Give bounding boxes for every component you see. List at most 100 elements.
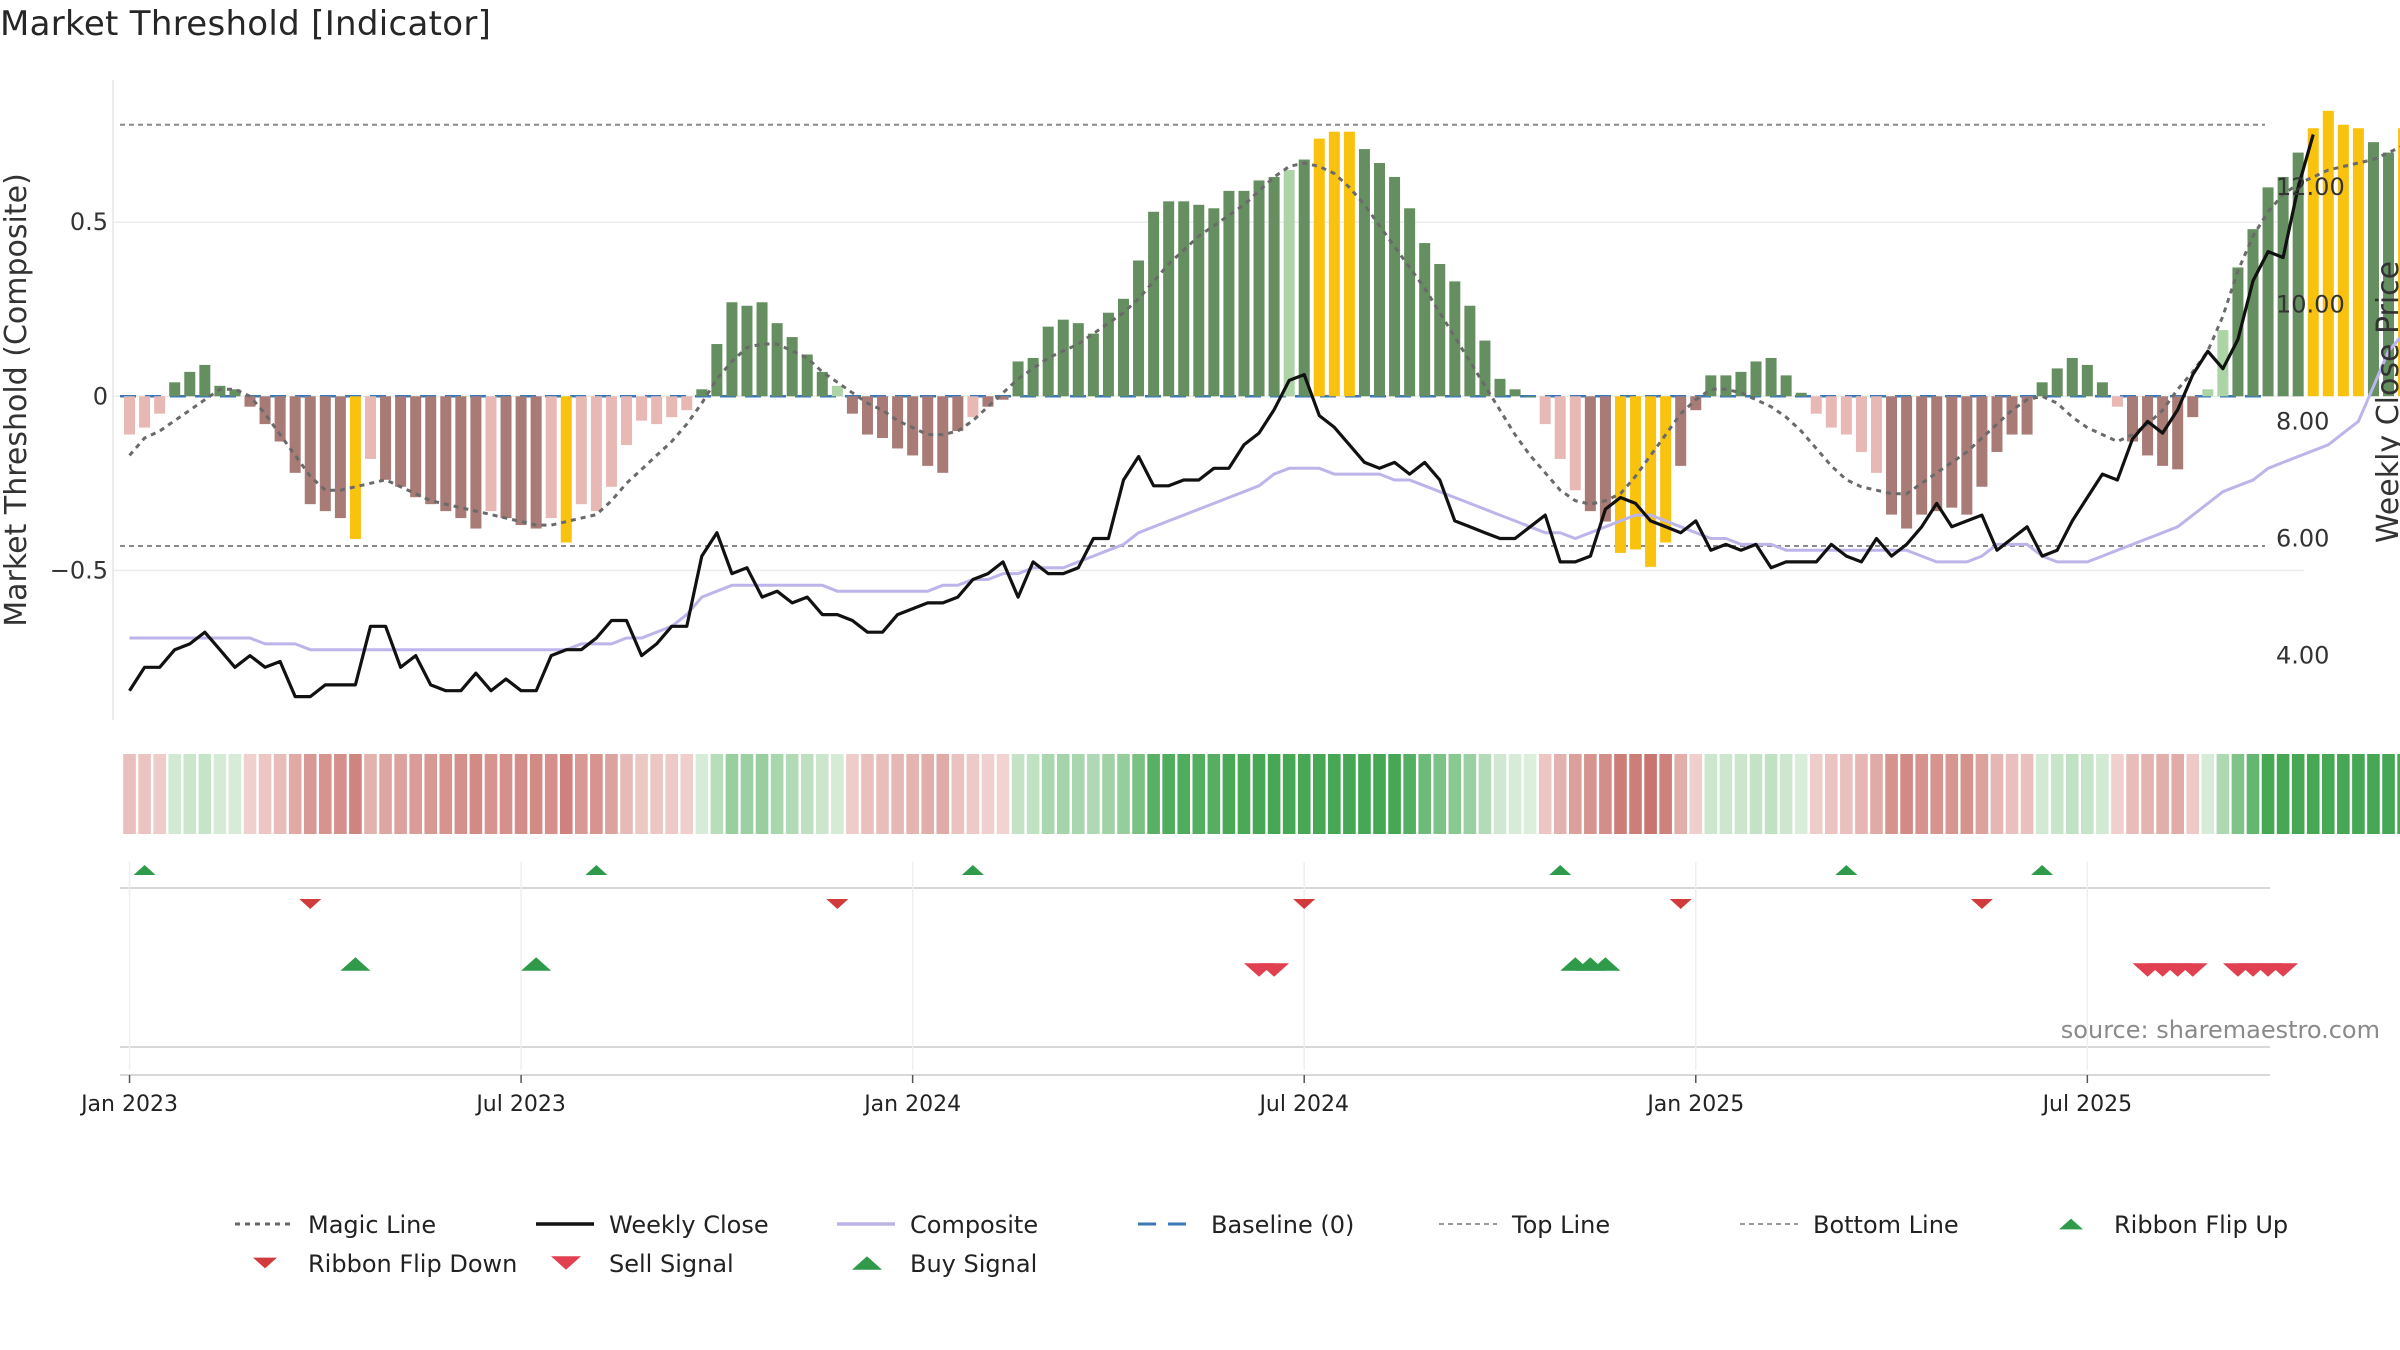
legend-label: Magic Line [308, 1211, 436, 1239]
ribbon-cell [2261, 754, 2275, 834]
left-tick-label: −0.5 [50, 556, 108, 584]
composite-bar [1404, 208, 1416, 397]
ribbon-cell [1553, 754, 1567, 834]
legend-label: Top Line [1511, 1211, 1610, 1239]
right-tick-label: 10.00 [2276, 290, 2345, 318]
x-tick-label: Jan 2024 [862, 1092, 961, 1117]
ribbon-cell [846, 754, 859, 834]
ribbon-flip-down-marker [1293, 899, 1316, 909]
composite-bar [1795, 392, 1807, 397]
legend-label: Weekly Close [609, 1211, 769, 1239]
ribbon-cell [1072, 754, 1085, 834]
right-axis-label: Weekly Close Price [2371, 261, 2400, 543]
x-tick-label: Jul 2025 [2041, 1092, 2133, 1117]
legend-label: Ribbon Flip Up [2114, 1211, 2288, 1239]
composite-bar [1690, 396, 1702, 411]
ribbon-cell [996, 754, 1010, 834]
composite-bar [380, 396, 392, 480]
ribbon-cell [1056, 754, 1070, 834]
composite-bar [2367, 142, 2379, 397]
composite-bar [304, 396, 316, 505]
composite-bar [1313, 138, 1325, 397]
composite-bar [1223, 190, 1235, 397]
ribbon-cell [1870, 754, 1883, 834]
composite-bar [1494, 378, 1506, 397]
legend: Magic Line Weekly Close Composite Baseline … [235, 1211, 2288, 1278]
composite-bar [410, 396, 422, 498]
composite-bar [1117, 298, 1129, 397]
ribbon-flip-down-marker [1669, 899, 1692, 909]
composite-bar [2352, 128, 2364, 397]
ribbon-flip-down-marker [299, 899, 322, 909]
ribbon-cell [1840, 754, 1853, 834]
composite-bar [1705, 375, 1717, 397]
composite-bar [395, 396, 407, 487]
ribbon-cell [2291, 754, 2305, 834]
right-tick-label: 12.00 [2276, 173, 2345, 201]
composite-bar [1027, 357, 1039, 397]
composite-bar [1660, 396, 1672, 543]
ribbon-cell [1614, 754, 1627, 834]
ribbon-cell [2050, 754, 2064, 834]
composite-bar [575, 396, 587, 505]
composite-bar [756, 302, 768, 397]
buy-signal-marker [340, 957, 371, 971]
ribbon-cell [1087, 754, 1100, 834]
buy-signal-marker [1590, 957, 1621, 971]
ribbon-cell [1297, 754, 1311, 834]
ribbon-cell [2367, 754, 2380, 834]
legend-swatch-marker [253, 1257, 277, 1269]
composite-bar [2383, 152, 2395, 397]
legend-swatch-marker [551, 1256, 581, 1270]
ribbon-cell [831, 754, 844, 834]
composite-bar [515, 396, 527, 526]
ribbon-cell [1584, 754, 1597, 834]
ribbon-cell [1388, 754, 1401, 834]
composite-bar [1238, 190, 1250, 397]
composite-bar [334, 396, 346, 519]
ribbon-cell [725, 754, 739, 834]
composite-bar [982, 396, 994, 407]
composite-bar [2006, 396, 2018, 435]
ribbon-cell [1930, 754, 1944, 834]
ribbon-cell [529, 754, 543, 834]
composite-bar [2172, 396, 2184, 470]
composite-bar [1193, 204, 1205, 397]
composite-bar [2096, 382, 2108, 397]
left-tick-label: 0.5 [70, 208, 108, 236]
ribbon-cell [1809, 754, 1823, 834]
composite-bar [1524, 396, 1536, 398]
composite-bar [1148, 211, 1160, 397]
ribbon-cell [1764, 754, 1778, 834]
ribbon-cell [409, 754, 422, 834]
ribbon-cell [1674, 754, 1688, 834]
series-lines [128, 134, 2400, 699]
source-credit: source: sharemaestro.com [2061, 1016, 2380, 1044]
ribbon-cell [1523, 754, 1537, 834]
legend-swatch-marker [852, 1256, 882, 1270]
ribbon-cell [1373, 754, 1386, 834]
composite-bar [1870, 396, 1882, 473]
ribbon-cell [2141, 754, 2154, 834]
ribbon-cell [1945, 754, 1959, 834]
composite-bar [1358, 149, 1370, 397]
ribbon-cell [198, 754, 212, 834]
ribbon-cell [635, 754, 648, 834]
ribbon-cell [1825, 754, 1838, 834]
composite-bar [1389, 176, 1401, 397]
ribbon-cell [1117, 754, 1130, 834]
ribbon-cell [951, 754, 965, 834]
ribbon-cell [1147, 754, 1160, 834]
right-tick-label: 4.00 [2276, 642, 2329, 670]
ribbon-cell [1855, 754, 1868, 834]
composite-bar [1780, 375, 1792, 397]
ribbon-cell [1267, 754, 1281, 834]
ribbon-cell [1644, 754, 1657, 834]
composite-bar [455, 396, 467, 519]
ribbon-cell [243, 754, 257, 834]
ribbon-cell [364, 754, 377, 834]
ribbon-cell [334, 754, 347, 834]
ribbon-cell [1900, 754, 1913, 834]
composite-bar [605, 396, 617, 487]
sell-signal-marker [2177, 963, 2208, 977]
